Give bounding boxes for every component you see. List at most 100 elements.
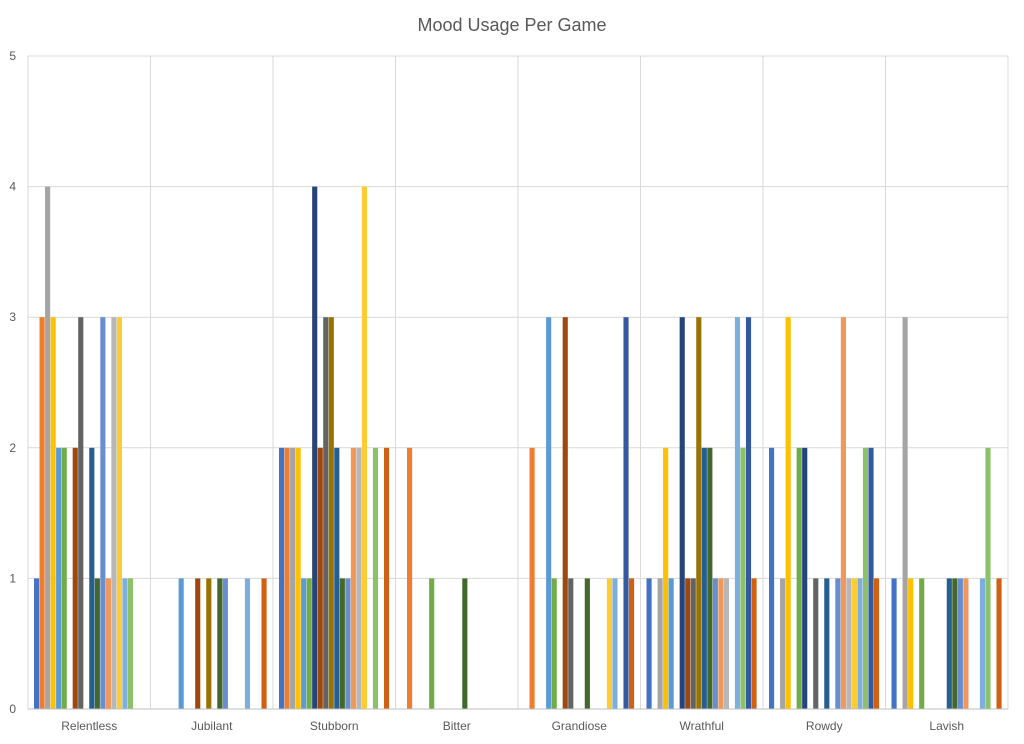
bar [529, 447, 535, 709]
bar [328, 317, 334, 709]
bar [780, 578, 786, 709]
bar [985, 447, 991, 709]
bar [407, 447, 413, 709]
bar [546, 317, 552, 709]
bar [61, 447, 67, 709]
bar [946, 578, 952, 709]
bar [612, 578, 618, 709]
bar [383, 447, 390, 709]
bar [78, 317, 84, 709]
chart-title: Mood Usage Per Game [417, 15, 606, 35]
bar [39, 317, 45, 709]
bar [824, 578, 830, 709]
bar [34, 578, 40, 709]
y-tick-label: 0 [9, 702, 16, 716]
bar [891, 578, 897, 709]
bar [802, 447, 808, 709]
bar [279, 447, 285, 709]
bar [72, 447, 78, 709]
bar [339, 578, 345, 709]
bar [195, 578, 201, 709]
bar [206, 578, 212, 709]
bar [723, 578, 729, 709]
bar [323, 317, 329, 709]
y-tick-label: 4 [9, 180, 16, 194]
bar [122, 578, 128, 709]
bar [568, 578, 574, 709]
bar [312, 186, 318, 710]
bar [306, 578, 312, 709]
bar [835, 578, 841, 709]
gridlines [27, 55, 1009, 710]
bar [734, 317, 741, 709]
bar [222, 578, 228, 709]
x-tick-label: Rowdy [806, 719, 843, 733]
bar [50, 317, 56, 709]
bar [623, 317, 629, 709]
bar [707, 447, 713, 709]
bar [111, 317, 117, 709]
bar [646, 578, 652, 709]
bar [290, 447, 296, 709]
bar [663, 447, 669, 709]
bar [361, 186, 368, 710]
x-tick-label: Jubilant [191, 719, 233, 733]
bar [45, 186, 51, 710]
bar [116, 317, 123, 709]
bar [562, 317, 568, 709]
bar [356, 447, 362, 709]
bar [690, 578, 696, 709]
bar [679, 317, 685, 709]
bar [963, 578, 969, 709]
bar [261, 578, 267, 709]
bar [857, 578, 863, 709]
bar [796, 447, 802, 709]
bar [902, 317, 908, 709]
bar [317, 447, 323, 709]
bar [628, 578, 635, 709]
bar [429, 578, 435, 709]
bar [178, 578, 184, 709]
bar [751, 578, 757, 709]
bar [952, 578, 958, 709]
bar [868, 447, 874, 709]
bar [740, 447, 746, 709]
bars [34, 186, 1002, 710]
bar [873, 578, 880, 709]
bar [846, 578, 852, 709]
bar [94, 578, 100, 709]
bar [244, 578, 251, 709]
bar [127, 578, 134, 709]
bar [840, 317, 846, 709]
bar [105, 578, 111, 709]
bar [301, 578, 307, 709]
bar [284, 447, 290, 709]
bar [701, 447, 707, 709]
bar [584, 578, 590, 709]
bar [813, 578, 819, 709]
y-tick-label: 2 [9, 441, 16, 455]
bar [696, 317, 702, 709]
bar [100, 317, 106, 709]
bar [657, 578, 663, 709]
bar [668, 578, 674, 709]
bar [957, 578, 963, 709]
bar [996, 578, 1002, 709]
bar [217, 578, 223, 709]
axes: 0 1 2 3 4 5 Relentless Jubilant Stubborn Bitter Gr… [9, 49, 1008, 733]
bar [862, 447, 869, 709]
y-tick-label: 5 [9, 49, 16, 63]
bar [606, 578, 613, 709]
bar [712, 578, 718, 709]
bar [372, 447, 379, 709]
x-tick-label: Relentless [61, 719, 117, 733]
bar [851, 578, 858, 709]
bar [785, 317, 791, 709]
x-tick-label: Bitter [443, 719, 471, 733]
bar [345, 578, 351, 709]
bar [919, 578, 925, 709]
bar [350, 447, 356, 709]
bar [551, 578, 557, 709]
bar [769, 447, 775, 709]
bar [979, 578, 986, 709]
